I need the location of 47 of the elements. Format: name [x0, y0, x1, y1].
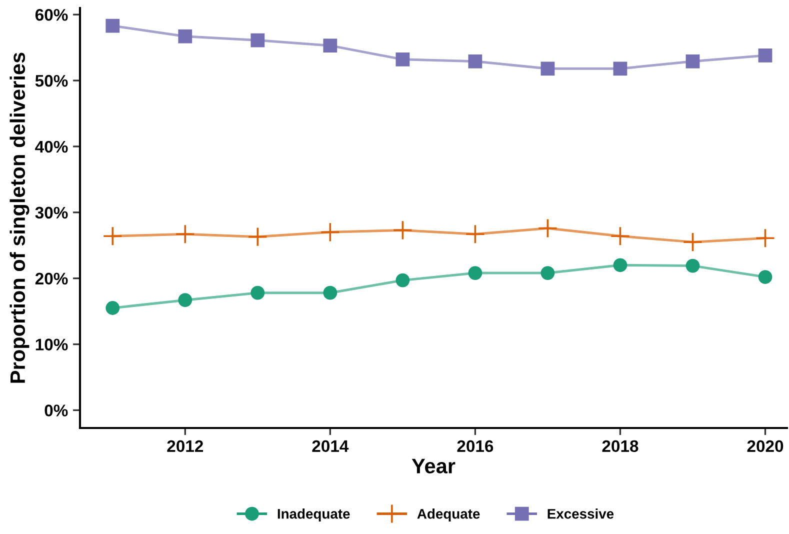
point: [686, 54, 700, 68]
point: [540, 62, 555, 76]
y-tick-label: 40%: [35, 140, 68, 153]
y-tick-label: 60%: [35, 8, 68, 21]
point: [178, 293, 192, 308]
legend-label: Excessive: [548, 508, 614, 519]
point: [613, 62, 628, 76]
point: [175, 224, 196, 244]
point: [465, 224, 486, 244]
x-tick-label: 2020: [747, 440, 784, 452]
point: [106, 301, 120, 315]
point: [682, 232, 703, 252]
point: [540, 266, 555, 280]
y-axis-title: Proportion of singleton deliveries: [10, 52, 30, 383]
point: [323, 286, 338, 300]
point: [468, 266, 482, 280]
point: [755, 228, 776, 248]
point: [468, 54, 482, 68]
point: [178, 29, 192, 44]
point: [250, 33, 265, 48]
point: [686, 258, 700, 273]
x-tick-label: 2014: [312, 440, 349, 452]
point: [323, 38, 338, 53]
x-tick-label: 2012: [167, 440, 204, 452]
x-axis-title: Year: [412, 458, 456, 474]
x-tick-label: 2016: [457, 440, 494, 452]
y-tick-label: 0%: [44, 404, 68, 416]
legend-label: Inadequate: [278, 508, 350, 522]
point: [320, 222, 340, 242]
point: [758, 270, 772, 284]
legend-label: Adequate: [417, 508, 480, 522]
x-tick-label: 2018: [602, 440, 638, 452]
y-tick-label: 50%: [35, 74, 68, 87]
point: [613, 258, 628, 272]
point: [248, 226, 268, 247]
y-tick-label: 30%: [35, 206, 68, 219]
y-tick-label: 10%: [36, 338, 68, 350]
point: [610, 226, 630, 246]
point: [102, 226, 123, 246]
point: [392, 220, 413, 240]
point: [106, 18, 120, 33]
y-tick-label: 20%: [35, 272, 68, 285]
point: [250, 286, 265, 300]
point: [396, 52, 410, 66]
point: [758, 48, 772, 62]
point: [538, 218, 558, 238]
point: [396, 273, 410, 288]
